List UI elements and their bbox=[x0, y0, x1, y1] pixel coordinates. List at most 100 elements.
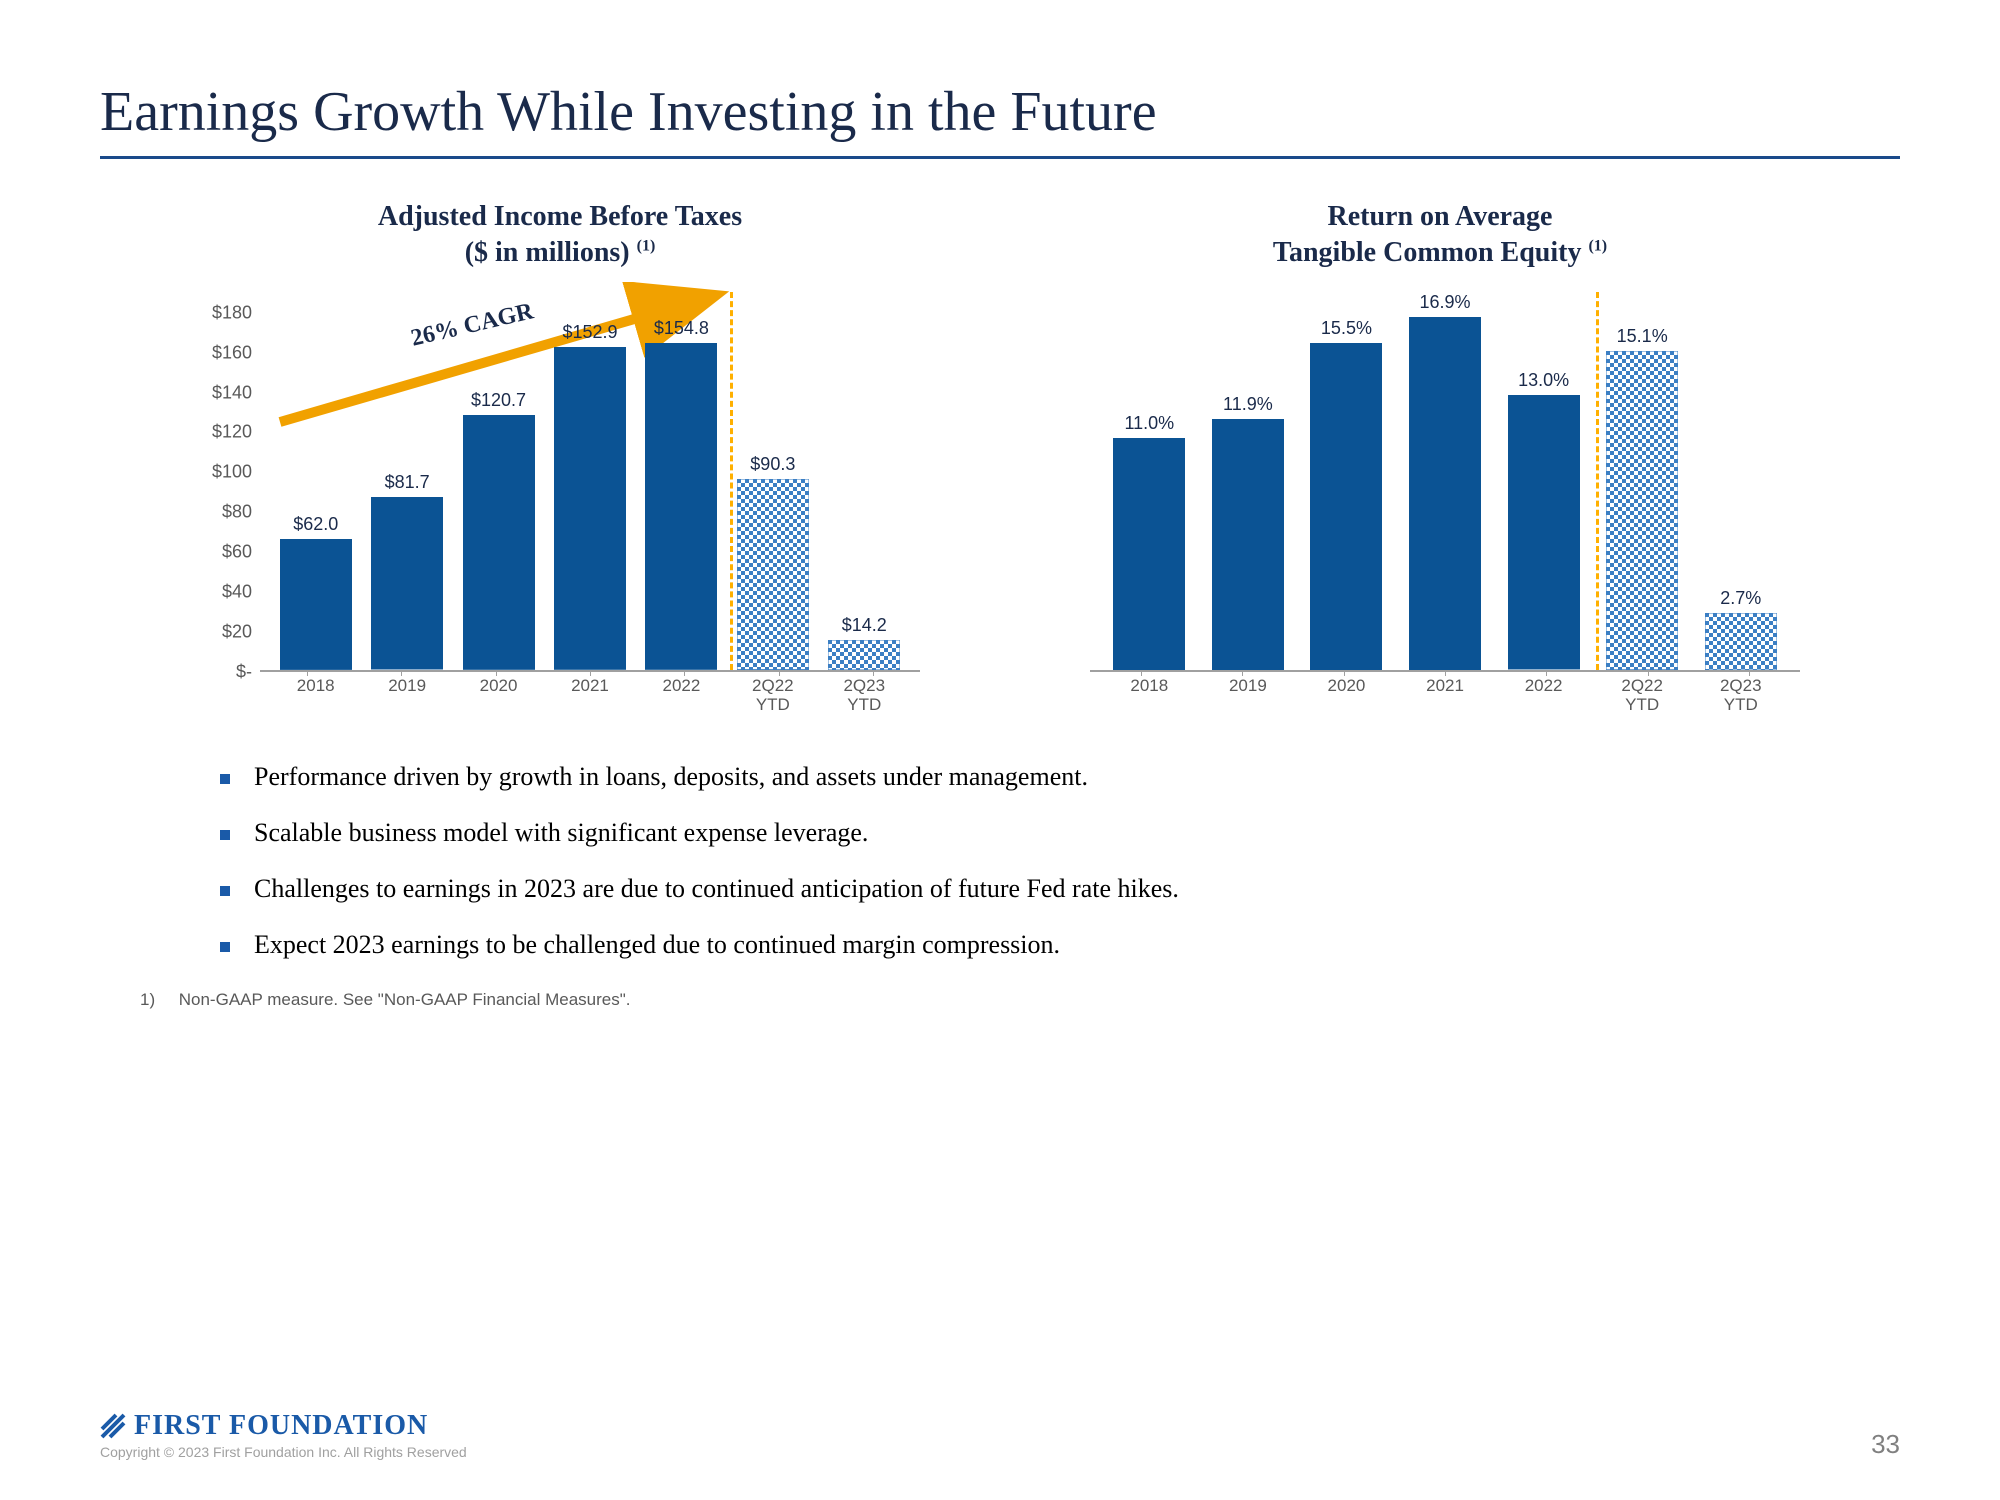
x-label: 2021 bbox=[1396, 672, 1495, 712]
bar-value-label: $90.3 bbox=[750, 454, 795, 475]
bullet-item: Challenges to earnings in 2023 are due t… bbox=[220, 874, 1780, 904]
bar-rect bbox=[1310, 343, 1382, 670]
bar-rect bbox=[371, 497, 443, 669]
divider-line bbox=[1596, 292, 1599, 670]
bullet-square-icon bbox=[220, 942, 230, 952]
bar-value-label: $120.7 bbox=[471, 390, 526, 411]
footer: FIRST FOUNDATION Copyright © 2023 First … bbox=[100, 1410, 467, 1460]
bar-rect bbox=[1212, 419, 1284, 670]
bar-rect bbox=[1113, 438, 1185, 670]
bullet-square-icon bbox=[220, 830, 230, 840]
bar: $14.2 bbox=[819, 292, 910, 670]
bar-rect bbox=[463, 415, 535, 670]
x-label: 2019 bbox=[361, 672, 452, 712]
bar: $154.8 bbox=[636, 292, 727, 670]
chart-title-right: Return on Average Tangible Common Equity… bbox=[1273, 199, 1607, 272]
bullet-text: Performance driven by growth in loans, d… bbox=[254, 762, 1088, 792]
bar-value-label: 11.9% bbox=[1223, 394, 1273, 415]
bullet-item: Expect 2023 earnings to be challenged du… bbox=[220, 930, 1780, 960]
bar: $81.7 bbox=[361, 292, 452, 670]
bar-value-label: 15.5% bbox=[1321, 318, 1372, 339]
bar: 16.9% bbox=[1396, 292, 1495, 670]
bar: $90.3 bbox=[727, 292, 818, 670]
bar-rect bbox=[554, 347, 626, 670]
y-tick: $180 bbox=[200, 302, 260, 323]
y-tick: $140 bbox=[200, 382, 260, 403]
copyright-text: Copyright © 2023 First Foundation Inc. A… bbox=[100, 1444, 467, 1460]
bar: 13.0% bbox=[1494, 292, 1593, 670]
bar-value-label: $154.8 bbox=[654, 318, 709, 339]
bar: 2.7% bbox=[1691, 292, 1790, 670]
bar: 11.9% bbox=[1199, 292, 1298, 670]
bar: $120.7 bbox=[453, 292, 544, 670]
bullet-text: Challenges to earnings in 2023 are due t… bbox=[254, 874, 1179, 904]
x-label: 2019 bbox=[1199, 672, 1298, 712]
x-label: 2020 bbox=[1297, 672, 1396, 712]
chart-title-left-line1: Adjusted Income Before Taxes bbox=[378, 201, 742, 232]
plot-right: 11.0% 11.9% 15.5% 16.9%13.0%15.1% 2.7% bbox=[1090, 292, 1800, 672]
bar: $152.9 bbox=[544, 292, 635, 670]
bar: 15.1% bbox=[1593, 292, 1692, 670]
x-label: 2018 bbox=[1100, 672, 1199, 712]
brand-logo: FIRST FOUNDATION bbox=[100, 1410, 467, 1442]
chart-title-left: Adjusted Income Before Taxes ($ in milli… bbox=[378, 199, 742, 272]
brand-stripes-icon bbox=[100, 1413, 126, 1439]
bar-rect bbox=[1409, 317, 1481, 670]
bar: $62.0 bbox=[270, 292, 361, 670]
footnote-text: Non-GAAP measure. See "Non-GAAP Financia… bbox=[179, 990, 631, 1009]
y-tick: $40 bbox=[200, 581, 260, 602]
x-label: 2Q23YTD bbox=[1691, 672, 1790, 712]
bar: 15.5% bbox=[1297, 292, 1396, 670]
x-labels-right: 201820192020202120222Q22YTD2Q23YTD bbox=[1090, 672, 1800, 712]
chart-title-right-line2: Tangible Common Equity bbox=[1273, 237, 1582, 268]
chart-title-left-line2: ($ in millions) bbox=[465, 237, 630, 268]
bullet-text: Scalable business model with significant… bbox=[254, 818, 868, 848]
x-label: 2Q22YTD bbox=[1593, 672, 1692, 712]
bullet-item: Performance driven by growth in loans, d… bbox=[220, 762, 1780, 792]
bar-rect bbox=[1705, 613, 1777, 670]
bullet-list: Performance driven by growth in loans, d… bbox=[100, 762, 1900, 960]
x-label: 2021 bbox=[544, 672, 635, 712]
bar-value-label: $62.0 bbox=[293, 514, 338, 535]
bar-rect bbox=[1606, 351, 1678, 670]
chart-adjusted-income: Adjusted Income Before Taxes ($ in milli… bbox=[160, 199, 960, 712]
bars-left: $62.0 $81.7 $120.7 $152.9 $154.8 $90.3 $14.2 bbox=[260, 292, 920, 670]
y-tick: $20 bbox=[200, 621, 260, 642]
y-tick: $100 bbox=[200, 462, 260, 483]
y-tick: $- bbox=[200, 661, 260, 682]
bar-value-label: 11.0% bbox=[1124, 413, 1174, 434]
plot-left: 26% CAGR $62.0$81.7$120.7$152.9$154.8$90… bbox=[260, 292, 920, 672]
y-tick: $80 bbox=[200, 502, 260, 523]
page-title: Earnings Growth While Investing in the F… bbox=[100, 80, 1900, 159]
x-labels-left: 201820192020202120222Q22YTD2Q23YTD bbox=[260, 672, 920, 712]
x-label: 2020 bbox=[453, 672, 544, 712]
footnote-num: 1) bbox=[140, 990, 155, 1009]
bar-rect bbox=[737, 479, 809, 670]
y-tick: $120 bbox=[200, 422, 260, 443]
brand-text: FIRST FOUNDATION bbox=[134, 1410, 428, 1442]
x-label: 2022 bbox=[636, 672, 727, 712]
footnote: 1) Non-GAAP measure. See "Non-GAAP Finan… bbox=[100, 990, 1900, 1010]
bar-rect bbox=[828, 640, 900, 670]
bullet-item: Scalable business model with significant… bbox=[220, 818, 1780, 848]
bullet-square-icon bbox=[220, 886, 230, 896]
x-label: 2Q22YTD bbox=[727, 672, 818, 712]
y-tick: $160 bbox=[200, 342, 260, 363]
charts-row: Adjusted Income Before Taxes ($ in milli… bbox=[100, 199, 1900, 712]
bar-value-label: $81.7 bbox=[385, 472, 430, 493]
chart-title-left-sup: (1) bbox=[637, 238, 656, 255]
chart-area-right: 11.0%11.9%15.5%16.9%13.0%15.1%2.7% 20182… bbox=[1080, 292, 1800, 712]
bar-value-label: $14.2 bbox=[842, 615, 887, 636]
chart-area-left: $-$20$40$60$80$100$120$140$160$180 26% C… bbox=[200, 292, 920, 712]
bar: 11.0% bbox=[1100, 292, 1199, 670]
bar-rect bbox=[1508, 395, 1580, 669]
x-label: 2022 bbox=[1494, 672, 1593, 712]
page-number: 33 bbox=[1871, 1429, 1900, 1460]
bar-value-label: 2.7% bbox=[1720, 588, 1761, 609]
bullet-text: Expect 2023 earnings to be challenged du… bbox=[254, 930, 1060, 960]
y-axis-left: $-$20$40$60$80$100$120$140$160$180 bbox=[200, 292, 260, 672]
divider-line bbox=[730, 292, 733, 670]
chart-title-right-line1: Return on Average bbox=[1327, 201, 1552, 232]
y-tick: $60 bbox=[200, 542, 260, 563]
bullet-square-icon bbox=[220, 774, 230, 784]
